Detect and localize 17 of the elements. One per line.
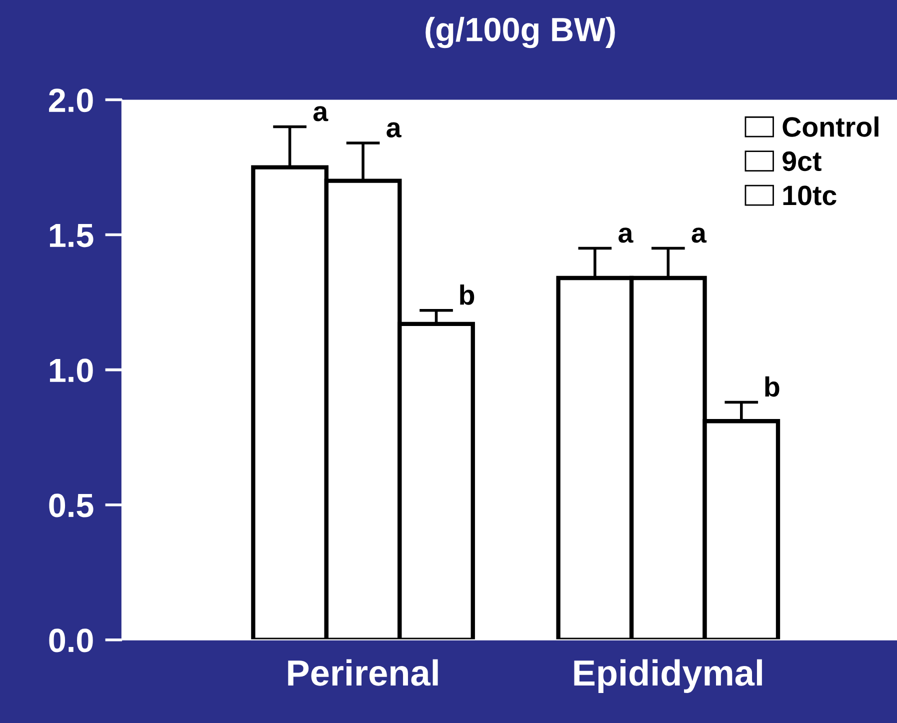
annotation: a [386, 122, 402, 138]
annotation: b [460, 284, 474, 305]
legend-label: 9ct [782, 151, 822, 172]
y-tick-label: 1.0 [50, 358, 93, 382]
y-tick-label: 0.0 [49, 628, 93, 652]
legend-label: Control [782, 116, 878, 137]
y-tick-label: 2.0 [49, 88, 93, 112]
y-tick-label: 1.5 [50, 224, 94, 248]
legend-label: 10tc [783, 186, 836, 206]
x-tick-label: Perirenal [288, 659, 438, 686]
annotation: a [313, 106, 328, 122]
x-tick-label: Epididymal [574, 659, 762, 693]
annotation: b [765, 376, 780, 397]
annotation: a [618, 228, 634, 243]
annotation: a [692, 228, 707, 243]
y-tick-label: 0.5 [49, 494, 94, 518]
chart-title: (g/100g BW) [426, 16, 615, 48]
